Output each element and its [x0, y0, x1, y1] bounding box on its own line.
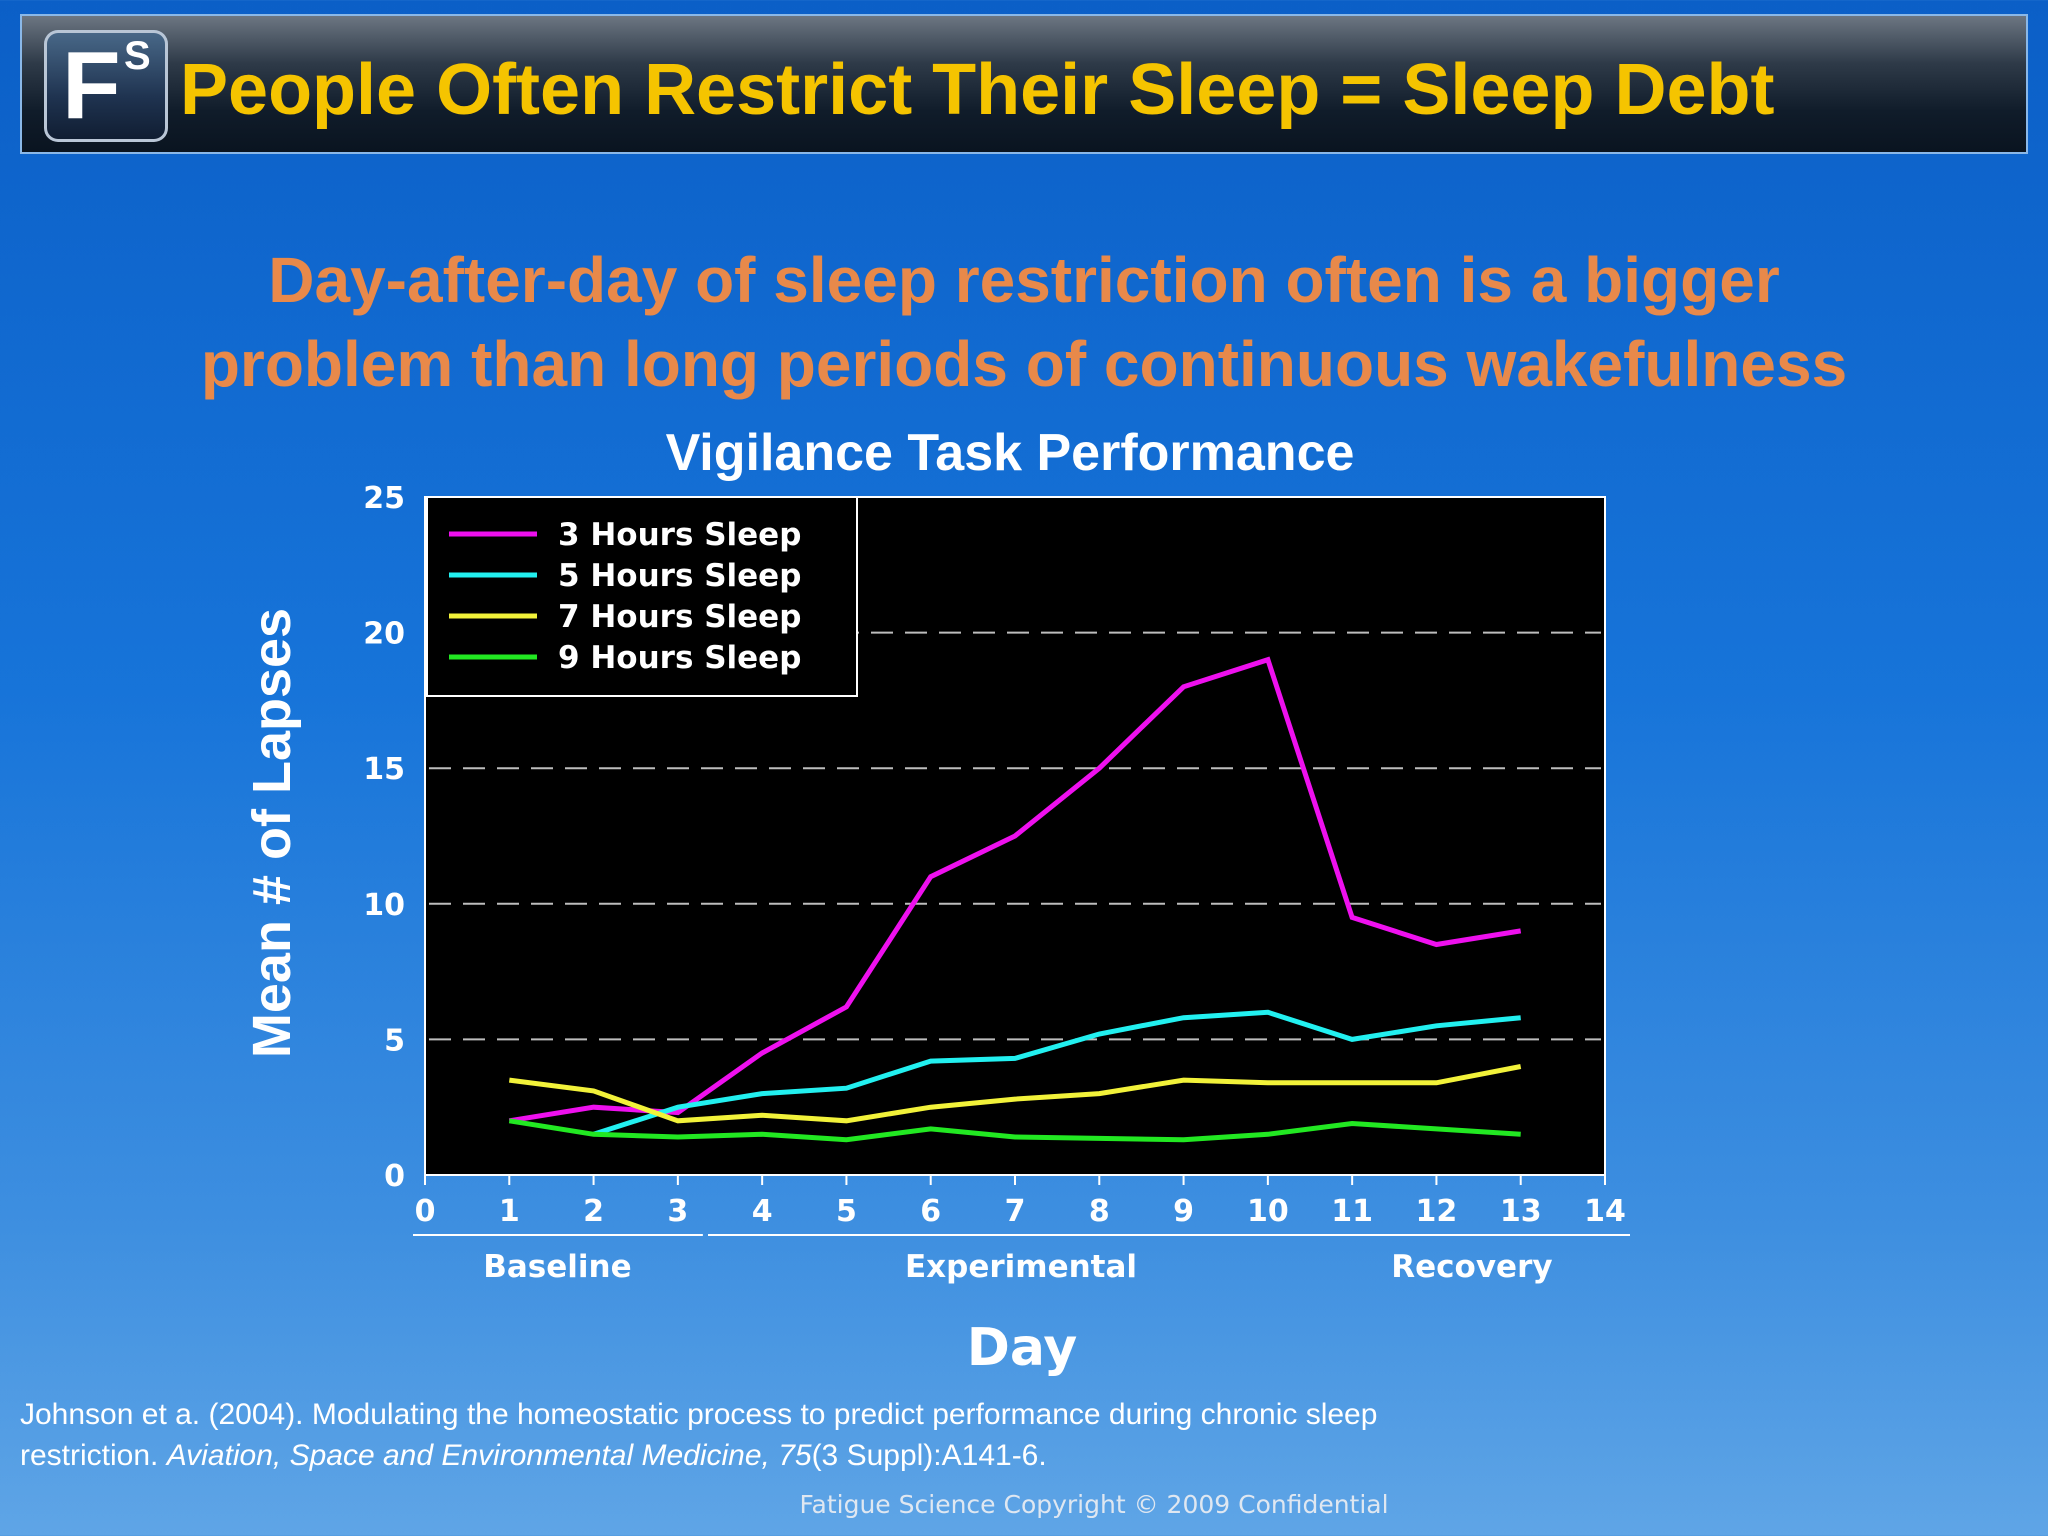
copyright-notice: Fatigue Science Copyright © 2009 Confide…	[799, 1490, 1389, 1519]
logo-superscript: S	[124, 34, 151, 78]
series-line	[508, 656, 1522, 1124]
y-tick-label: 15	[363, 752, 405, 787]
y-tick-label: 25	[363, 481, 405, 516]
x-tick-label: 14	[1584, 1194, 1626, 1229]
header-bar: F S	[20, 14, 2028, 154]
series-line	[508, 1064, 1522, 1124]
y-tick-label: 20	[363, 617, 405, 652]
y-tick-label: 10	[363, 888, 405, 923]
x-tick-label: 8	[1089, 1194, 1110, 1229]
x-tick-label: 1	[499, 1194, 520, 1229]
x-axis-label: Day	[967, 1318, 1078, 1378]
x-tick-label: 6	[920, 1194, 941, 1229]
citation-line-2: restriction. Aviation, Space and Environ…	[20, 1435, 1720, 1476]
citation-line-1: Johnson et a. (2004). Modulating the hom…	[20, 1398, 1378, 1431]
series-line	[592, 1009, 1521, 1137]
x-tick-label: 4	[752, 1194, 773, 1229]
subtitle-line-1: Day-after-day of sleep restriction often…	[268, 244, 1780, 316]
fs-logo: F S	[44, 30, 168, 142]
slide-subtitle: Day-after-day of sleep restriction often…	[0, 238, 2048, 406]
subtitle-line-2: problem than long periods of continuous …	[200, 328, 1848, 400]
logo-letter: F	[62, 32, 121, 139]
legend-label: 3 Hours Sleep	[558, 517, 801, 553]
citation-journal: Aviation, Space and Environmental Medici…	[166, 1439, 812, 1472]
phase-label: Baseline	[483, 1249, 631, 1285]
legend-label: 5 Hours Sleep	[558, 558, 801, 594]
x-tick-label: 7	[1005, 1194, 1026, 1229]
y-axis-label: Mean # of Lapses	[242, 608, 302, 1058]
citation-post: (3 Suppl):A141-6.	[811, 1439, 1047, 1472]
citation: Johnson et a. (2004). Modulating the hom…	[20, 1394, 1720, 1476]
x-tick-label: 12	[1416, 1194, 1458, 1229]
legend-label: 9 Hours Sleep	[558, 640, 801, 676]
x-tick-label: 3	[667, 1194, 688, 1229]
x-tick-label: 10	[1247, 1194, 1289, 1229]
legend-label: 7 Hours Sleep	[558, 599, 801, 635]
series-line	[508, 1118, 1521, 1143]
x-tick-label: 9	[1173, 1194, 1194, 1229]
phase-label: Recovery	[1391, 1249, 1552, 1285]
x-tick-label: 0	[415, 1194, 436, 1229]
x-tick-label: 5	[836, 1194, 857, 1229]
y-tick-label: 0	[384, 1159, 405, 1194]
y-tick-label: 5	[384, 1023, 405, 1058]
phase-label: Experimental	[905, 1249, 1137, 1285]
chart-title: Vigilance Task Performance	[666, 424, 1355, 482]
citation-pre: restriction.	[20, 1439, 167, 1472]
x-tick-label: 13	[1500, 1194, 1542, 1229]
x-tick-label: 11	[1331, 1194, 1373, 1229]
slide-title: People Often Restrict Their Sleep = Slee…	[180, 50, 1775, 130]
x-tick-label: 2	[583, 1194, 604, 1229]
legend-box	[426, 496, 858, 697]
